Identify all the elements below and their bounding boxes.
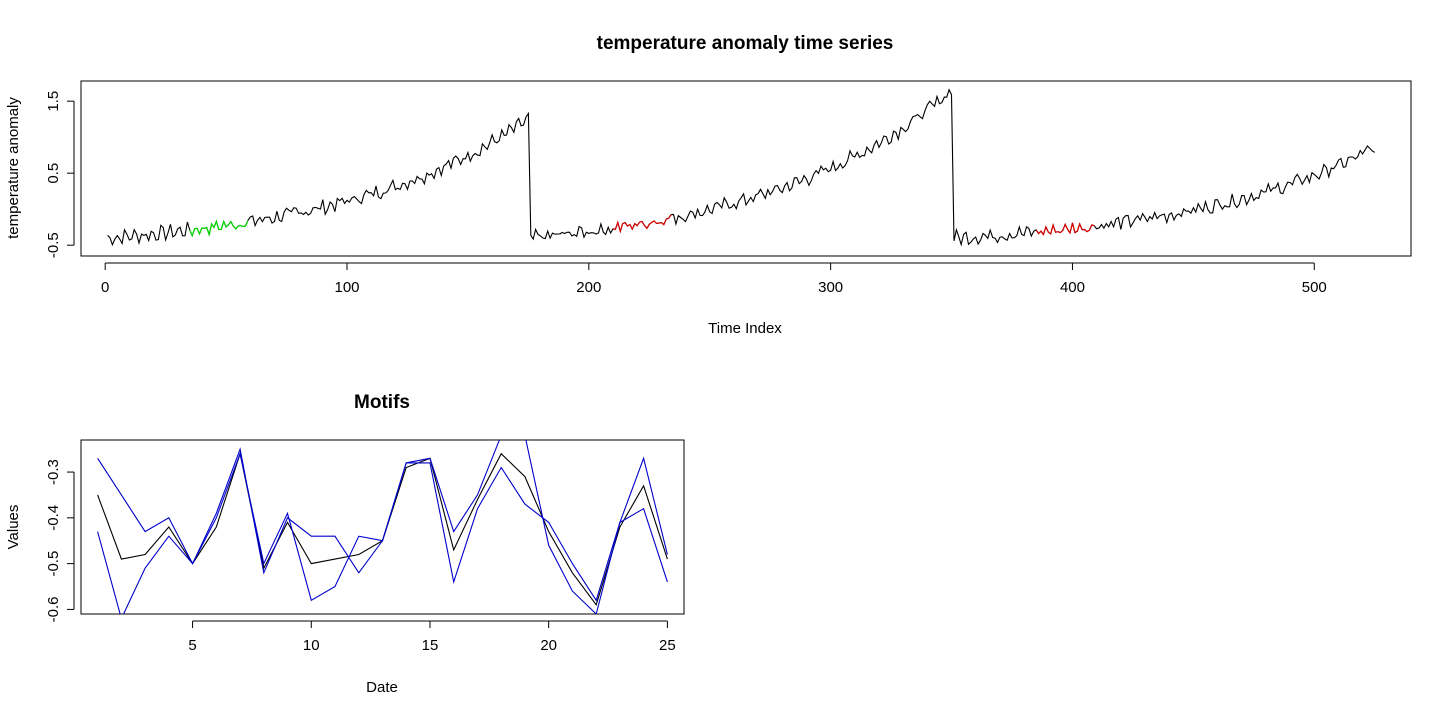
motif-line-1 [97, 451, 668, 607]
ts-motif-highlight-1 [189, 219, 249, 238]
ts-series-line [107, 88, 1375, 247]
ts-y-tick-label: -0.5 [45, 232, 62, 258]
ts-x-label: Time Index [708, 320, 782, 337]
ts-motif-highlight-3 [1035, 222, 1095, 236]
motifs-y-tick-label: -0.4 [45, 505, 62, 531]
ts-x-tick-label: 500 [1302, 279, 1327, 296]
ts-y-axis: -0.5 0.5 1.5 [45, 91, 75, 258]
ts-y-tick-label: 0.5 [45, 163, 62, 184]
motifs-x-tick-label: 20 [540, 637, 557, 654]
motifs-series [97, 440, 668, 614]
ts-y-tick-label: 1.5 [45, 91, 62, 112]
motifs-x-tick-label: 25 [659, 637, 676, 654]
ts-x-tick-label: 0 [101, 279, 109, 296]
ts-plot-box [80, 80, 1412, 257]
ts-series [107, 88, 1375, 247]
motif-line-2 [97, 440, 668, 614]
motifs-y-tick-label: -0.3 [45, 459, 62, 485]
motifs-x-axis: 5 10 15 20 25 [188, 620, 676, 654]
motifs-y-tick-label: -0.5 [45, 551, 62, 577]
ts-x-tick-label: 300 [818, 279, 843, 296]
motifs-title: Motifs [354, 392, 410, 413]
motifs-x-tick-label: 15 [422, 637, 439, 654]
motifs-x-tick-label: 5 [188, 637, 196, 654]
ts-x-tick-label: 100 [334, 279, 359, 296]
motifs-y-label: Values [5, 505, 22, 550]
ts-x-tick-label: 200 [576, 279, 601, 296]
ts-x-axis: 0 100 200 300 400 500 [101, 262, 1327, 296]
ts-x-tick-label: 400 [1060, 279, 1085, 296]
ts-motif-highlight-2 [612, 214, 672, 234]
motifs-x-tick-label: 10 [303, 637, 320, 654]
motif-line-3 [97, 451, 668, 614]
motifs-plot-box [80, 439, 685, 615]
ts-y-label: temperature anomaly [5, 97, 22, 239]
ts-title: temperature anomaly time series [597, 33, 894, 54]
motifs-lines-group [97, 440, 668, 614]
motifs-x-label: Date [366, 679, 398, 696]
motifs-y-tick-label: -0.6 [45, 596, 62, 622]
motifs-y-axis: -0.6 -0.5 -0.4 -0.3 [45, 459, 75, 622]
